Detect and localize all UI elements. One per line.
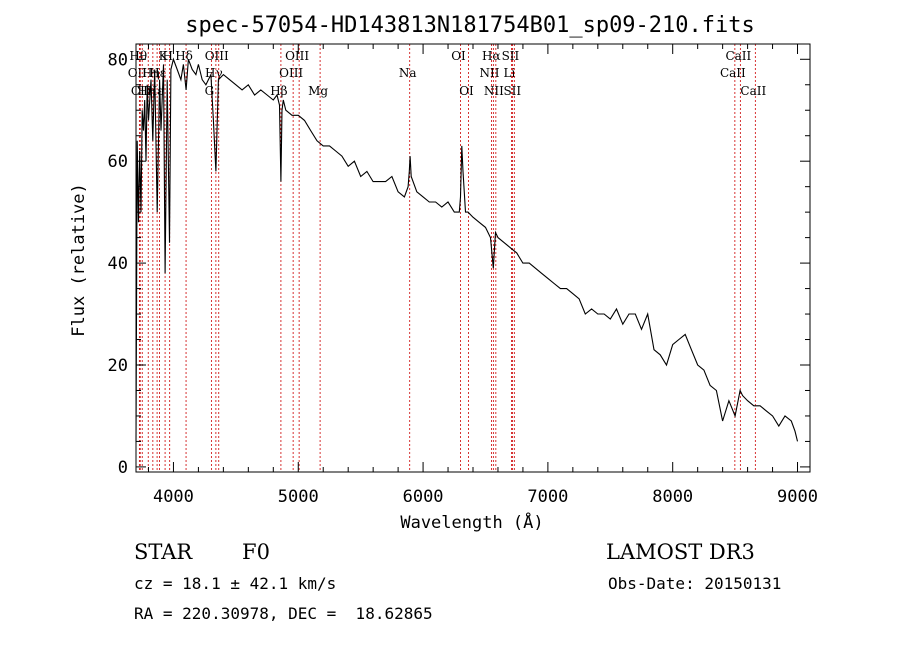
y-tick-label: 40 [108,254,128,274]
spectral-line-label: NII [479,66,499,80]
spectral-line-label: Hα [482,49,501,63]
spectral-line-label: Hβ [270,84,287,98]
coords-text: RA = 220.30978, DEC = 18.62865 [134,604,433,623]
y-tick-label: 20 [108,356,128,376]
spectral-line-label: CaII [740,84,766,98]
spectral-line-label: SII [503,84,521,98]
spectral-line-label: Hθ [129,49,147,63]
spectral-line-label: OIII [205,49,229,63]
y-axis-label: Flux (relative) [69,183,89,337]
spectral-line-label: OI [459,84,474,98]
spectral-line-label: CaII [725,49,751,63]
spectral-line-label: Li [504,66,516,80]
obs-date-text: Obs-Date: 20150131 [608,574,782,593]
spectral-line-label: CaII [720,66,746,80]
redshift-text: cz = 18.1 ± 42.1 km/s [134,574,337,593]
x-tick-label: 6000 [403,487,444,507]
spectrum-line [135,57,799,442]
y-tick-label: 0 [118,458,128,478]
spectral-line-label: Mg [308,84,328,98]
spectral-line-label: OIII [279,66,303,80]
spectral-line-label: NII [484,84,504,98]
x-tick-label: 5000 [278,487,319,507]
spectral-line-label: Hδ [175,49,193,63]
survey-name: LAMOST DR3 [606,540,755,564]
spectral-line-label: K [159,49,169,63]
spectral-line-label: Na [399,66,417,80]
y-tick-label: 60 [108,152,128,172]
y-tick-label: 80 [108,50,128,70]
spectral-line-label: H [162,49,172,63]
axis-ticks: 4000 5000 6000 7000 8000 9000 0 20 40 60 80 [108,44,818,507]
x-tick-label: 4000 [153,487,194,507]
x-tick-label: 9000 [777,487,818,507]
spectral-line-label: OIII [285,49,309,63]
x-tick-label: 8000 [652,487,693,507]
spectral-line-label: Hε [149,66,166,80]
spectral-line-label: G [205,84,215,98]
object-class: STAR [134,540,193,564]
object-subclass: F0 [242,540,270,564]
plot-frame [135,43,811,473]
x-axis-label: Wavelength (Å) [400,511,543,533]
x-tick-label: 7000 [527,487,568,507]
chart-title: spec-57054-HD143813N181754B01_sp09-210.f… [185,13,755,38]
spectral-line-label: OI [451,49,466,63]
spectral-line-label: SII [502,49,520,63]
